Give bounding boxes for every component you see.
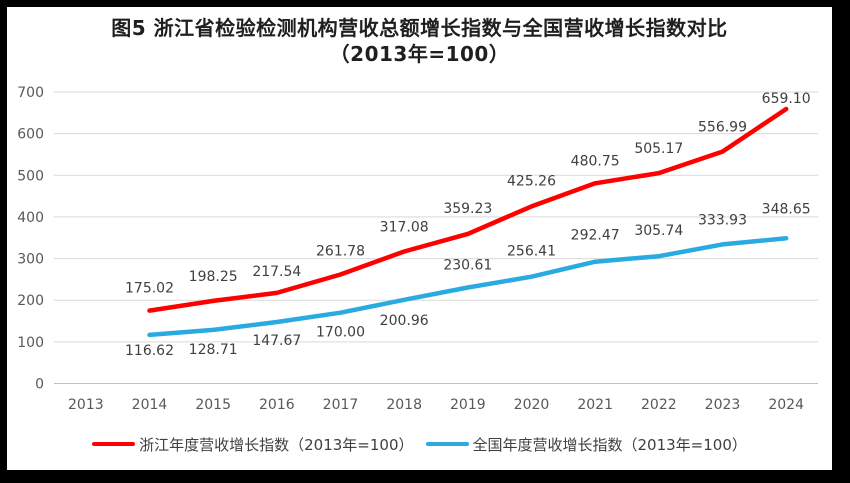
data-label-zhejiang: 425.26 (507, 173, 556, 189)
chart-title: 图5 浙江省检验检测机构营收总额增长指数与全国营收增长指数对比 （2013年=1… (7, 15, 832, 67)
data-label-zhejiang: 480.75 (571, 153, 620, 169)
data-label-national: 147.67 (252, 333, 301, 349)
data-label-zhejiang: 175.02 (125, 281, 174, 297)
data-label-zhejiang: 217.54 (252, 264, 301, 280)
data-label-national: 333.93 (698, 212, 747, 228)
legend-line-swatch-national (425, 442, 469, 446)
data-label-national: 128.71 (189, 342, 238, 358)
x-axis-tick-label: 2022 (641, 397, 677, 413)
legend-line-swatch-zhejiang (92, 442, 136, 446)
data-label-national: 116.62 (125, 343, 174, 359)
y-axis-tick-label: 0 (35, 377, 44, 393)
x-axis-tick-label: 2019 (450, 397, 486, 413)
data-label-zhejiang: 556.99 (698, 120, 747, 136)
data-label-zhejiang: 359.23 (443, 201, 492, 217)
x-axis-tick-label: 2013 (68, 397, 104, 413)
x-axis-tick-label: 2014 (132, 397, 168, 413)
series-line-zhejiang (147, 106, 789, 313)
x-axis-tick-label: 2023 (705, 397, 741, 413)
legend-label-zhejiang: 浙江年度营收增长指数（2013年=100） (139, 435, 414, 454)
data-label-national: 348.65 (762, 201, 811, 217)
y-axis-tick-label: 700 (17, 85, 44, 101)
x-axis-tick-label: 2015 (195, 397, 231, 413)
x-axis-tick-label: 2018 (386, 397, 422, 413)
y-axis-tick-label: 400 (17, 210, 44, 226)
x-axis-tick-label: 2017 (323, 397, 359, 413)
chart-background (7, 7, 832, 470)
data-label-national: 256.41 (507, 244, 556, 260)
data-label-national: 292.47 (571, 228, 620, 244)
y-axis-tick-label: 500 (17, 168, 44, 184)
data-label-zhejiang: 317.08 (380, 219, 429, 235)
data-label-national: 170.00 (316, 325, 365, 341)
data-label-zhejiang: 505.17 (634, 141, 683, 157)
chart-title-line1: 图5 浙江省检验检测机构营收总额增长指数与全国营收增长指数对比 (111, 16, 728, 40)
legend-item-zhejiang: 浙江年度营收增长指数（2013年=100） (92, 434, 414, 455)
series-line-national (147, 236, 789, 338)
data-label-zhejiang: 659.10 (762, 91, 811, 107)
chart-title-line2: （2013年=100） (329, 42, 510, 66)
data-label-zhejiang: 261.78 (316, 243, 365, 259)
y-axis-tick-label: 200 (17, 293, 44, 309)
chart-legend: 浙江年度营收增长指数（2013年=100） 全国年度营收增长指数（2013年=10… (7, 431, 832, 457)
x-axis-tick-label: 2016 (259, 397, 295, 413)
data-label-national: 305.74 (634, 223, 683, 239)
x-axis-tick-label: 2024 (768, 397, 804, 413)
data-label-national: 200.96 (380, 313, 429, 329)
data-label-national: 230.61 (443, 257, 492, 273)
data-label-zhejiang: 198.25 (189, 269, 238, 285)
x-axis-tick-label: 2021 (577, 397, 613, 413)
y-axis-tick-label: 600 (17, 127, 44, 143)
legend-label-national: 全国年度营收增长指数（2013年=100） (472, 435, 747, 454)
x-axis-tick-label: 2020 (514, 397, 550, 413)
y-axis-tick-label: 100 (17, 335, 44, 351)
y-axis-tick-label: 300 (17, 252, 44, 268)
legend-item-national: 全国年度营收增长指数（2013年=100） (425, 434, 747, 455)
